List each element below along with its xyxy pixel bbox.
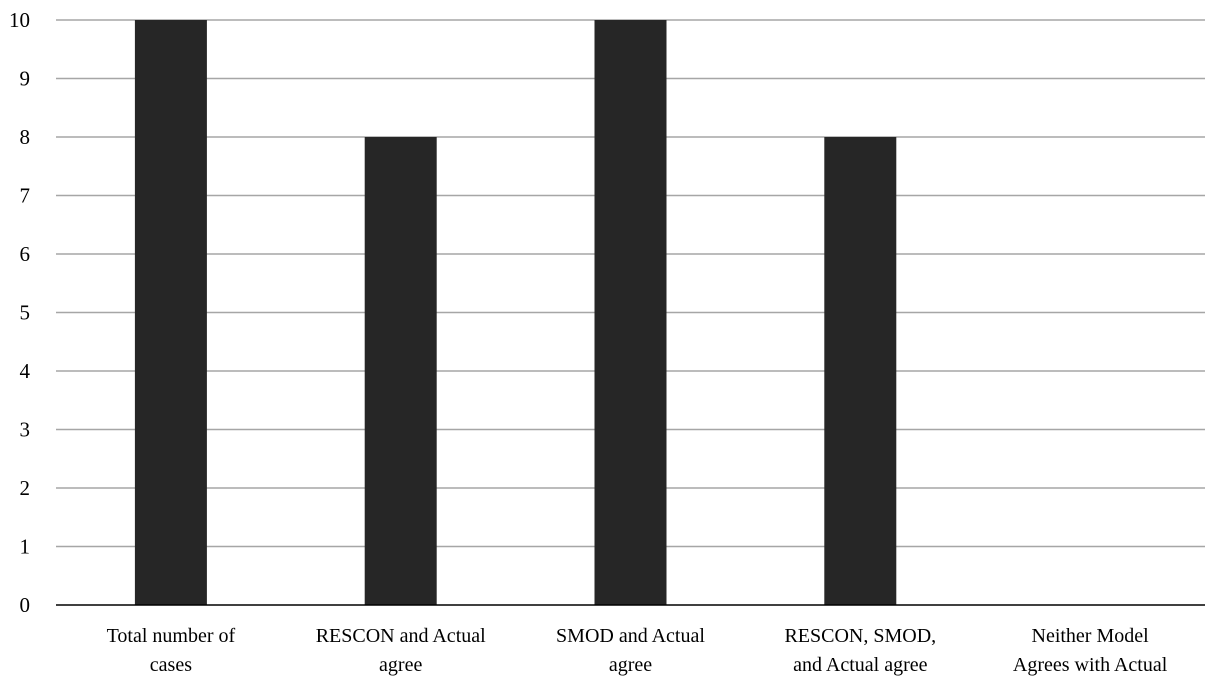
y-tick-label: 6 — [20, 242, 31, 266]
y-tick-label: 2 — [20, 476, 31, 500]
y-tick-label: 5 — [20, 301, 31, 325]
y-tick-label: 3 — [20, 418, 31, 442]
y-tick-label: 10 — [9, 8, 30, 32]
x-tick-label: RESCON, SMOD, and Actual agree — [784, 625, 936, 676]
bars — [134, 20, 897, 605]
x-tick-label-line: agree — [379, 654, 422, 676]
x-tick-label-line: agree — [609, 654, 652, 676]
x-tick-label-line: Total number of — [107, 625, 236, 647]
x-tick-label: Neither Model Agrees with Actual — [1013, 625, 1168, 676]
x-tick-label: SMOD and Actual agree — [556, 625, 705, 676]
bar — [824, 137, 897, 605]
x-tick-label: Total number of cases — [107, 625, 236, 676]
x-tick-label-line: RESCON and Actual — [316, 625, 486, 647]
x-tick-label-line: Agrees with Actual — [1013, 654, 1168, 676]
bar — [134, 20, 207, 605]
y-tick-label: 9 — [20, 67, 31, 91]
bar — [594, 20, 667, 605]
y-tick-label: 0 — [20, 593, 31, 617]
y-tick-label: 1 — [20, 535, 31, 559]
x-tick-label-line: cases — [150, 654, 192, 676]
x-tick-label: RESCON and Actual agree — [316, 625, 486, 676]
y-tick-labels: 0 1 2 3 4 5 6 7 8 9 10 — [9, 8, 31, 617]
y-tick-label: 7 — [20, 184, 31, 208]
y-tick-label: 4 — [20, 359, 31, 383]
x-tick-label-line: RESCON, SMOD, — [784, 625, 936, 647]
x-tick-label-line: and Actual agree — [793, 654, 927, 676]
x-tick-label-line: Neither Model — [1032, 625, 1150, 647]
y-tick-label: 8 — [20, 125, 31, 149]
bar — [364, 137, 437, 605]
x-tick-labels: Total number of cases RESCON and Actual agr… — [107, 625, 1168, 676]
x-tick-label-line: SMOD and Actual — [556, 625, 705, 647]
